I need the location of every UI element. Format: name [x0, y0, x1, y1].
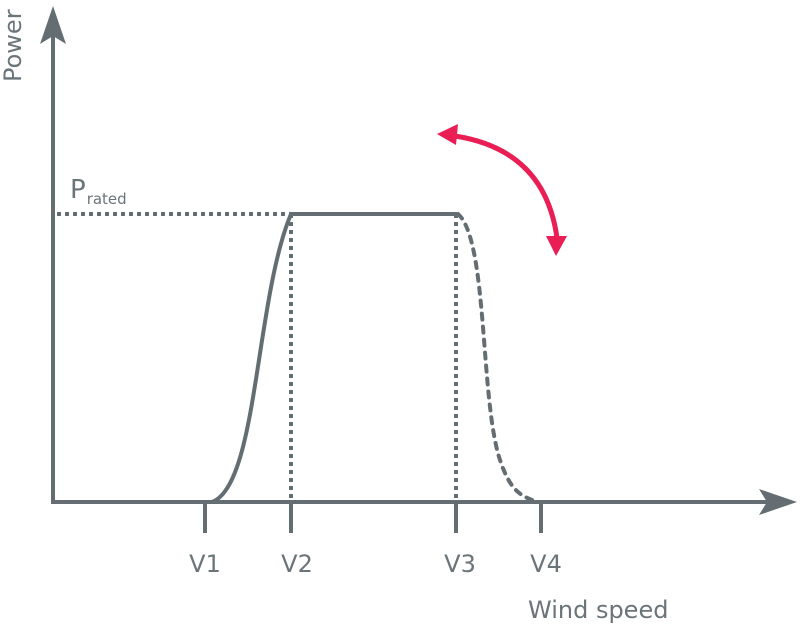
x-axis-label: Wind speed: [528, 596, 668, 624]
tick-label-v2: V2: [281, 550, 313, 578]
arrowhead-down-icon: [546, 236, 567, 256]
adjustment-arc: [454, 133, 560, 239]
power-ramp-curve: [211, 213, 293, 504]
rated-label: Prated: [70, 175, 127, 208]
arrowhead-left-icon: [437, 124, 458, 145]
tick-label-v3: V3: [444, 550, 476, 578]
rated-subscript: rated: [87, 190, 127, 208]
y-axis-label: Power: [0, 9, 27, 82]
tick-label-v1: V1: [189, 550, 221, 578]
y-axis-arrowhead: [40, 6, 66, 44]
tick-label-v4: V4: [530, 550, 562, 578]
x-axis-arrowhead: [759, 489, 797, 515]
storm-cutoff-curve: [456, 212, 534, 502]
